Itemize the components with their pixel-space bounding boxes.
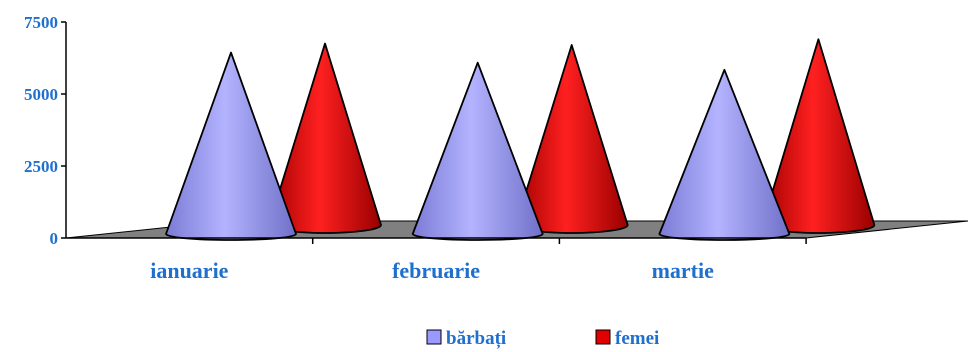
y-tick-layer: 0 2500 5000 7500: [24, 13, 66, 248]
cone-layer: [165, 38, 876, 241]
cone-barbati: [658, 68, 791, 241]
y-tick-label: 2500: [24, 157, 58, 176]
x-category-layer: ianuarie februarie martie: [150, 238, 807, 283]
x-category-label: februarie: [392, 258, 480, 283]
cone-barbati: [411, 61, 544, 241]
cone-barbati: [165, 51, 297, 241]
legend-swatch-barbati: [426, 329, 442, 345]
legend: bărbați femei: [426, 328, 659, 349]
cone-femei: [761, 38, 876, 234]
x-category-label: ianuarie: [150, 258, 228, 283]
y-tick-label: 0: [50, 229, 59, 248]
x-category-label: martie: [652, 258, 715, 283]
legend-label-barbati: bărbați: [446, 328, 506, 349]
legend-swatch-femei: [595, 329, 611, 345]
legend-label-femei: femei: [615, 328, 659, 349]
y-tick-label: 5000: [24, 85, 58, 104]
y-tick-label: 7500: [24, 13, 58, 32]
